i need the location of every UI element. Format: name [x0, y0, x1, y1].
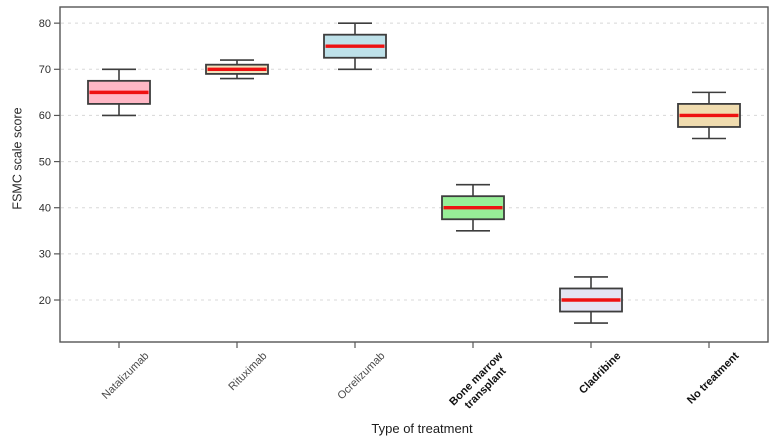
- y-tick-label: 70: [39, 64, 51, 76]
- y-tick-label: 60: [39, 110, 51, 122]
- x-axis-title: Type of treatment: [371, 421, 473, 436]
- y-tick-label: 30: [39, 249, 51, 261]
- y-tick-label: 20: [39, 295, 51, 307]
- plot-frame: [59, 6, 769, 343]
- y-tick-label: 80: [39, 18, 51, 30]
- y-tick-label: 50: [39, 156, 51, 168]
- y-tick-label: 40: [39, 203, 51, 215]
- y-axis-title: FSMC scale score: [10, 107, 25, 210]
